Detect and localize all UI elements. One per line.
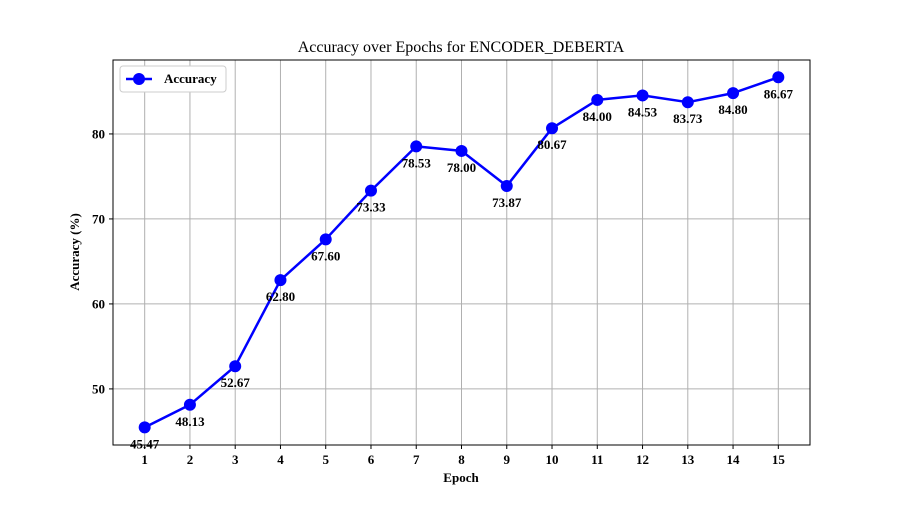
y-axis-ticks: 50 60 70 80 [92,126,113,396]
x-tick-label: 14 [727,452,741,467]
data-point [455,144,468,157]
data-label: 78.53 [402,155,432,170]
data-point [229,360,242,373]
x-tick-label: 1 [141,452,148,467]
y-axis-label: Accuracy (%) [67,213,82,291]
x-tick-label: 2 [187,452,194,467]
data-point [681,96,694,109]
legend-marker-swatch [133,73,145,85]
x-tick-label: 8 [458,452,465,467]
x-tick-label: 13 [681,452,695,467]
x-tick-label: 3 [232,452,239,467]
data-label: 84.80 [718,102,747,117]
data-point [319,233,332,246]
data-label: 84.00 [583,109,612,124]
data-label: 84.53 [628,104,658,119]
data-point [138,421,151,434]
x-tick-label: 5 [322,452,329,467]
data-label: 45.47 [130,436,160,451]
data-label: 73.87 [492,195,522,210]
legend: Accuracy [119,65,227,93]
data-point [274,274,287,287]
data-point [727,87,740,100]
data-label: 67.60 [311,248,340,263]
x-tick-label: 6 [368,452,375,467]
data-label: 48.13 [175,414,205,429]
data-label: 80.67 [537,137,567,152]
y-tick-label: 70 [92,211,105,226]
data-point [546,122,559,135]
grid [113,60,810,445]
data-label: 86.67 [764,86,794,101]
data-point [364,184,377,197]
data-label: 62.80 [266,289,295,304]
x-tick-label: 11 [591,452,603,467]
chart-title: Accuracy over Epochs for ENCODER_DEBERTA [298,39,625,56]
x-tick-label: 7 [413,452,420,467]
data-point [410,140,423,153]
data-label: 73.33 [356,200,386,215]
x-axis-ticks: 1 2 3 4 5 6 7 8 9 10 11 12 13 14 15 [141,445,785,467]
x-tick-label: 12 [636,452,649,467]
y-tick-label: 50 [92,381,105,396]
y-tick-label: 80 [92,126,105,141]
data-label: 78.00 [447,160,476,175]
legend-entry-accuracy: Accuracy [164,71,217,86]
data-point [591,93,604,106]
data-point [500,180,513,193]
data-point [772,71,785,84]
x-axis-label: Epoch [443,470,479,485]
series-layer [138,71,785,434]
x-tick-label: 10 [546,452,559,467]
data-labels: 45.47 48.13 52.67 62.80 67.60 73.33 78.53 78.00… [130,86,793,451]
data-label: 83.73 [673,111,703,126]
x-tick-label: 15 [772,452,786,467]
x-tick-label: 4 [277,452,284,467]
data-point [183,398,196,411]
y-tick-label: 60 [92,296,105,311]
legend-box [119,65,227,93]
data-point [636,89,649,102]
data-label: 52.67 [221,375,251,390]
x-tick-label: 9 [504,452,511,467]
